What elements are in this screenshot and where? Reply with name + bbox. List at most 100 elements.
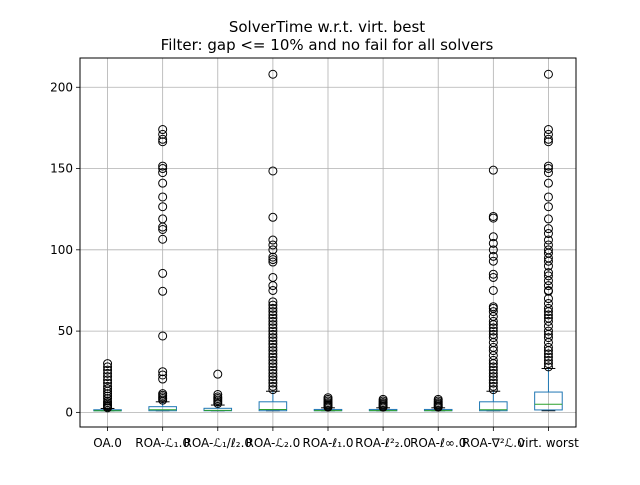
outlier-point [158,202,168,212]
outlier-point [268,352,278,362]
outlier-point [543,164,553,174]
outlier-point [488,316,498,326]
outlier-point [378,394,388,404]
outlier-point [103,372,113,382]
x-tick-label: ROA-ℓ∞.0 [410,436,466,450]
outlier-point [543,313,553,323]
outlier-point [543,316,553,326]
outlier-point [268,385,278,395]
outlier-point [268,365,278,375]
box-group [423,394,453,412]
outlier-point [103,359,113,369]
outlier-point [213,369,223,379]
y-tick-label: 50 [58,324,73,338]
outlier-point [543,342,553,352]
x-tick-label: ROA-ℒ₁.0 [135,436,190,450]
outlier-point [158,374,168,384]
outlier-point [543,224,553,234]
outlier-point [268,368,278,378]
outlier-point [323,393,333,403]
outlier-point [543,245,553,255]
outlier-point [268,235,278,245]
outlier-point [488,302,498,312]
outlier-point [488,326,498,336]
outlier-point [213,389,223,399]
grid-layer [80,58,576,427]
box-group [203,369,233,412]
outlier-point [268,245,278,255]
outlier-point [488,378,498,388]
outlier-point [543,355,553,365]
axes-layer: 0 50 100 150 200 OA.0 ROA-ℒ₁.0ROA-ℒ₁/ℓ₂.0ROA-ℒ… [50,57,579,450]
outlier-point [268,372,278,382]
box-iqr [148,406,177,412]
outlier-point [268,252,278,262]
outlier-point [268,339,278,349]
outlier-point [103,381,113,391]
x-tick-label: ROA-ℒ₁/ℓ₂.0 [183,436,252,450]
outlier-point [543,298,553,308]
outlier-point [158,161,168,171]
outlier-point [268,307,278,317]
outlier-point [543,310,553,320]
outlier-point [158,134,168,144]
outlier-point [488,365,498,375]
outlier-point [543,129,553,139]
outlier-point [268,349,278,359]
outlier-point [158,214,168,224]
outlier-point [488,385,498,395]
outlier-point [268,355,278,365]
box-group [148,125,177,412]
outlier-point [543,214,553,224]
outlier-point [158,331,168,341]
outlier-point [543,168,553,178]
outlier-point [543,229,553,239]
outlier-point [213,392,223,402]
outlier-point [543,178,553,188]
outlier-point [543,303,553,313]
x-tick-label: ROA-ℒ₂.0 [246,436,301,450]
outlier-point [103,365,113,375]
outlier-point [488,238,498,248]
outlier-point [488,375,498,385]
outlier-point [543,285,553,295]
chart-title: SolverTime w.r.t. virt. best [229,18,425,36]
outlier-point [543,202,553,212]
outlier-point [543,137,553,147]
outlier-point [488,165,498,175]
y-tick-label: 100 [50,243,73,257]
outlier-point [158,224,168,234]
y-tick-label: 150 [50,162,73,176]
outlier-point [488,251,498,261]
outlier-point [158,370,168,380]
x-tick-label: ROA-ℓ²₂.0 [355,436,411,450]
outlier-point [543,161,553,171]
y-tick-label: 0 [65,405,73,419]
outlier-point [158,137,168,147]
x-tick-label: ROA-∇²ℒ.0 [462,436,525,450]
box-group [479,165,508,412]
outlier-point [488,285,498,295]
outlier-point [268,333,278,343]
outlier-point [268,323,278,333]
outlier-point [158,168,168,178]
outlier-point [488,272,498,282]
outlier-point [268,303,278,313]
box-iqr [258,401,288,412]
outlier-point [158,129,168,139]
outlier-point [268,257,278,267]
outlier-point [268,166,278,176]
outlier-point [488,232,498,242]
outlier-point [488,355,498,365]
outlier-point [103,362,113,372]
outlier-point [433,394,443,404]
outlier-point [158,286,168,296]
outlier-point [158,192,168,202]
outlier-point [543,326,553,336]
outlier-point [543,281,553,291]
outlier-point [103,391,113,401]
outlier-point [103,375,113,385]
outlier-point [488,368,498,378]
